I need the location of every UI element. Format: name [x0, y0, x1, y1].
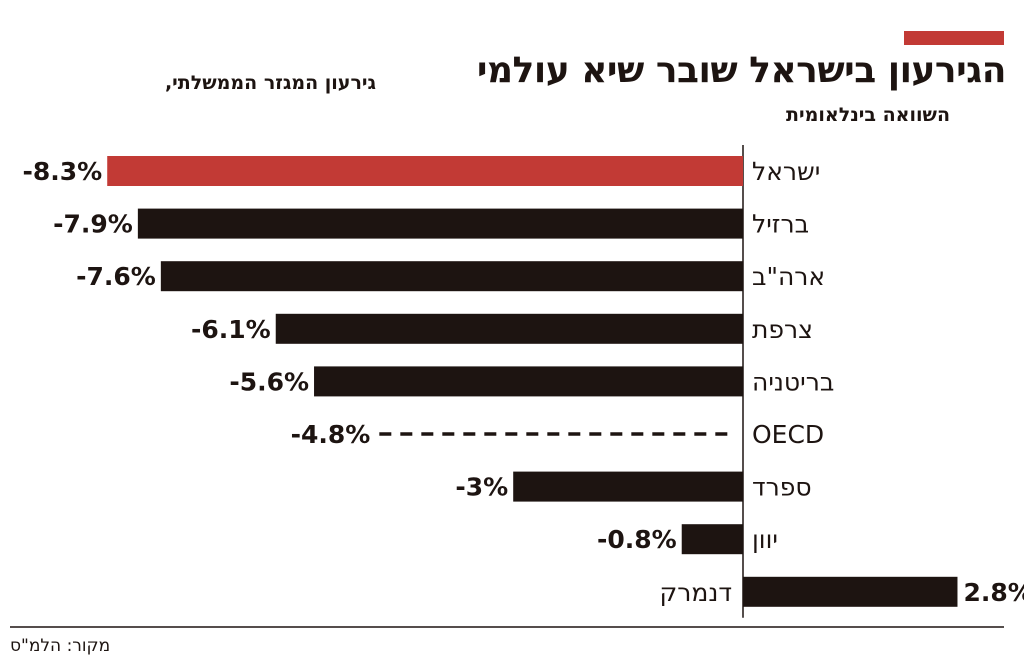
bar-6 [513, 471, 743, 502]
bar-2 [160, 261, 744, 292]
value-label: -3% [455, 473, 508, 502]
header-accent-bar [904, 31, 1004, 45]
category-label: ארה"ב [752, 262, 825, 291]
bar-0 [107, 156, 744, 186]
category-label: יוון [752, 525, 778, 554]
category-label: OECD [752, 420, 824, 449]
value-label: 2.8% [963, 578, 1024, 607]
category-label: צרפת [752, 315, 813, 344]
bar-8 [743, 576, 958, 607]
category-label: דנמרק [660, 578, 733, 607]
value-label: -4.8% [291, 420, 371, 449]
value-label: -0.8% [597, 525, 677, 554]
category-label: בריטניה [752, 367, 834, 396]
value-label: -6.1% [191, 315, 271, 344]
category-label: ספרד [752, 473, 812, 502]
source-note: מקור: הלמ"ס [10, 636, 111, 656]
value-label: -7.6% [76, 262, 156, 291]
category-label: ישראל [752, 157, 820, 186]
bar-7 [681, 524, 743, 555]
value-label: -8.3% [23, 157, 103, 186]
category-label: ברזיל [752, 210, 809, 239]
bar-1 [137, 208, 744, 239]
chart-subtitle-line2: השוואה בינלאומית [786, 104, 950, 126]
bar-4 [314, 366, 743, 397]
chart-subtitle: גירעון המגזר הממשלתי, [164, 72, 376, 94]
chart-title: הגירעון בישראל שובר שיא עולמי [476, 50, 1007, 91]
value-label: -5.6% [229, 367, 309, 396]
bar-3 [275, 313, 743, 344]
value-label: -7.9% [53, 210, 133, 239]
